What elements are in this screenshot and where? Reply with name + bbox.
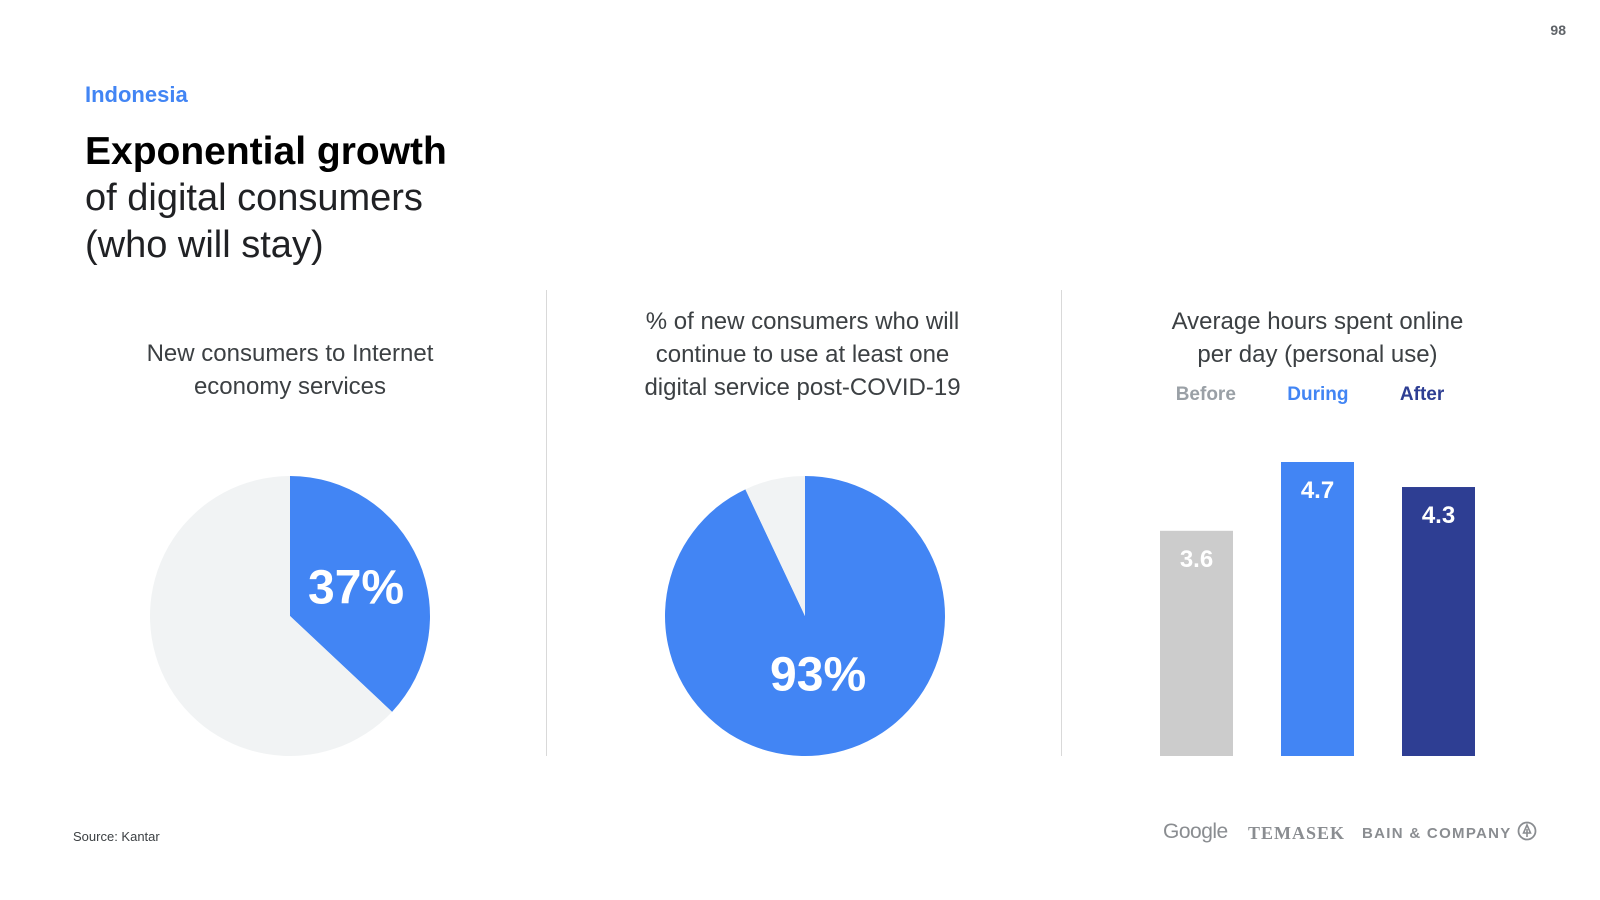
bain-mark-icon xyxy=(1517,821,1537,841)
bar-title-line-2: per day (personal use) xyxy=(1197,341,1438,368)
pie-slice-0 xyxy=(290,476,430,712)
pie-slice-1 xyxy=(149,476,393,756)
page-title: Exponential growth of digital consumers … xyxy=(85,128,605,269)
page-title-line-2: of digital consumers xyxy=(85,177,423,219)
page-title-bold: Exponential growth xyxy=(85,130,447,173)
pie-slice-label-0: 37% xyxy=(308,561,404,614)
country-label: Indonesia xyxy=(85,82,188,107)
legend-after: After xyxy=(1399,384,1445,405)
bar-after xyxy=(1402,487,1475,756)
pie-chart-continue-use: 93% xyxy=(665,476,945,756)
divider-1 xyxy=(546,290,547,756)
pie-slice-label-0: 93% xyxy=(770,649,866,702)
bar-during xyxy=(1281,462,1354,756)
divider-2 xyxy=(1061,290,1062,756)
bar-value-label-before: 3.6 xyxy=(1180,546,1213,573)
temasek-logo: TEMASEK xyxy=(1248,823,1346,843)
bain-logo: BAIN & COMPANY xyxy=(1362,825,1512,842)
pie2-title: % of new consumers who will continue to … xyxy=(600,305,1005,404)
pie2-title-line-2: continue to use at least one xyxy=(655,341,950,368)
bar-value-label-after: 4.3 xyxy=(1422,502,1455,529)
bar-title: Average hours spent online per day (pers… xyxy=(1115,305,1520,371)
pie2-title-line-3: digital service post-COVID-19 xyxy=(644,374,961,401)
bar-before xyxy=(1160,530,1233,756)
pie1-title: New consumers to Internet economy servic… xyxy=(95,337,485,403)
pie-slice-1 xyxy=(745,476,805,616)
bar-chart-hours-online: 3.6 4.7 4.3 xyxy=(1160,462,1475,756)
source-note: Source: Kantar xyxy=(73,829,160,844)
legend-before: Before xyxy=(1175,384,1236,405)
bar-value-label-during: 4.7 xyxy=(1301,477,1334,504)
bar-title-line-1: Average hours spent online xyxy=(1171,308,1464,335)
legend-during: During xyxy=(1287,384,1349,405)
pie2-title-line-1: % of new consumers who will xyxy=(645,308,960,335)
pie1-title-line-1: New consumers to Internet xyxy=(146,340,434,367)
page-number: 98 xyxy=(1550,22,1566,38)
pie-chart-new-consumers: 37% xyxy=(149,476,430,756)
bar-legend: Before During After xyxy=(1150,384,1470,406)
pie1-title-line-2: economy services xyxy=(193,373,387,400)
google-logo: Google xyxy=(1163,820,1228,843)
page-title-line-3: (who will stay) xyxy=(85,224,324,266)
